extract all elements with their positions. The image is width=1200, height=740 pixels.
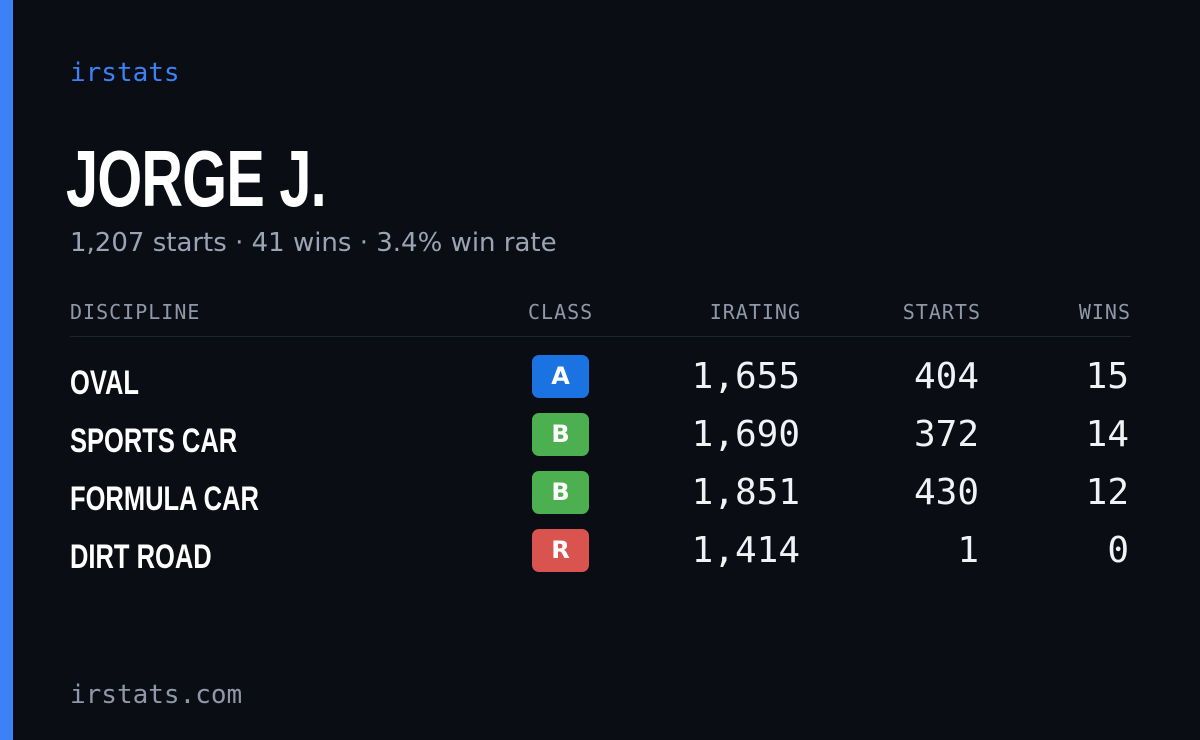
header-discipline: DISCIPLINE [70,300,201,324]
wins-value: 12 [1085,472,1129,513]
class-badge: B [532,471,589,514]
table-row: DIRT ROAD R 1,414 1 0 [70,511,1131,575]
brand-logo: irstats [70,58,180,88]
starts-value: 430 [913,472,979,513]
wins-value: 15 [1085,356,1129,397]
class-badge: R [532,529,589,572]
class-badge: B [532,413,589,456]
driver-name: JORGE J. [66,134,327,223]
class-badge: A [532,355,589,398]
discipline-name: FORMULA CAR [70,480,259,518]
accent-bar [0,0,13,740]
discipline-name: SPORTS CAR [70,422,238,460]
discipline-name: DIRT ROAD [70,538,212,576]
header-wins: WINS [1078,300,1131,324]
footer-url: irstats.com [70,680,243,710]
table-header: DISCIPLINE CLASS IRATING STARTS WINS [70,296,1131,337]
table-row: OVAL A 1,655 404 15 [70,337,1131,401]
table-row: FORMULA CAR B 1,851 430 12 [70,453,1131,517]
wins-value: 0 [1107,530,1129,571]
table-row: SPORTS CAR B 1,690 372 14 [70,395,1131,459]
header-starts: STARTS [902,300,981,324]
wins-value: 14 [1085,414,1129,455]
irating-value: 1,414 [691,530,800,571]
discipline-name: OVAL [70,364,139,402]
starts-value: 1 [957,530,979,571]
starts-value: 372 [913,414,979,455]
irating-value: 1,655 [691,356,800,397]
starts-value: 404 [913,356,979,397]
header-class: CLASS [528,300,594,324]
driver-summary: 1,207 starts · 41 wins · 3.4% win rate [70,228,557,258]
discipline-table: DISCIPLINE CLASS IRATING STARTS WINS OVA… [70,296,1131,575]
irating-value: 1,851 [691,472,800,513]
header-irating: IRATING [709,300,801,324]
irating-value: 1,690 [691,414,800,455]
